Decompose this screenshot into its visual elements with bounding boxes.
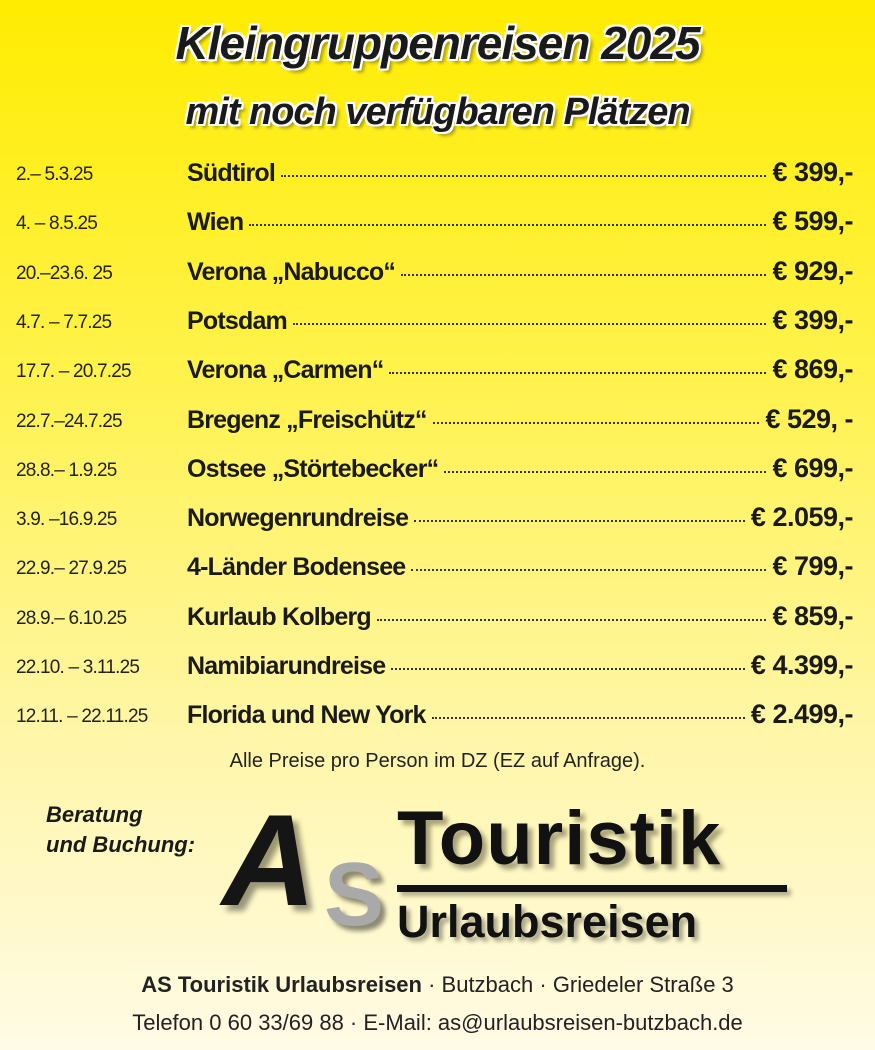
trip-price: € 859,-: [772, 600, 853, 631]
trip-price: € 699,-: [772, 452, 853, 483]
trip-line: Namibiarundreise € 4.399,-: [187, 650, 854, 681]
logo-divider: [397, 885, 787, 892]
dot-leader: [401, 273, 767, 276]
trip-date: 28.9.– 6.10.25: [16, 607, 127, 629]
trip-line: Bregenz „Freischütz“ € 529, -: [187, 404, 853, 435]
trip-price: € 4.399,-: [750, 650, 854, 680]
trip-price: € 2.499,-: [750, 699, 854, 730]
dot-leader: [411, 569, 767, 572]
logo-urlaubsreisen: Urlaubsreisen: [397, 896, 698, 947]
trip-price: € 869,-: [772, 354, 853, 385]
trip-date: 22.10. – 3.11.25: [16, 657, 140, 678]
trip-name: Südtirol: [187, 159, 276, 187]
trip-line: Ostsee „Störtebecker“ € 699,-: [187, 453, 853, 484]
dot-leader: [249, 224, 767, 227]
trip-line: Verona „Nabucco“ € 929,-: [187, 256, 853, 287]
contact-line-2: und Buchung:: [46, 832, 196, 857]
trip-price: € 529, -: [765, 403, 853, 434]
dot-leader: [391, 668, 745, 670]
trip-date: 4. – 8.5.25: [16, 213, 98, 235]
trip-row: 28.9.– 6.10.25 Kurlaub Kolberg € 859,-: [0, 596, 875, 636]
trip-line: Potsdam € 399,-: [187, 305, 853, 336]
trip-name: Florida und New York: [187, 701, 426, 730]
trip-date: 4.7. – 7.7.25: [16, 311, 112, 333]
dot-leader: [414, 520, 745, 523]
trip-row: 22.9.– 27.9.25 4-Länder Bodensee € 799,-: [0, 546, 875, 586]
trip-name: Wien: [187, 208, 244, 237]
trip-row: 28.8.– 1.9.25 Ostsee „Störtebecker“ € 69…: [0, 448, 875, 488]
trip-name: 4-Länder Bodensee: [187, 553, 406, 582]
trip-date: 28.8.– 1.9.25: [16, 459, 117, 481]
trip-date: 20.–23.6. 25: [16, 262, 113, 284]
as-touristik-logo: A S Touristik Urlaubsreisen: [222, 795, 852, 945]
trip-line: Wien € 599,-: [187, 206, 853, 237]
trip-date: 22.9.– 27.9.25: [16, 558, 127, 580]
trip-name: Norwegenrundreise: [187, 504, 409, 533]
page-title: Kleingruppenreisen 2025: [175, 17, 700, 69]
price-note: Alle Preise pro Person im DZ (EZ auf Anf…: [229, 750, 646, 772]
dot-leader: [281, 175, 767, 177]
trip-price: € 799,-: [772, 551, 853, 582]
trip-date: 2.– 5.3.25: [16, 164, 93, 185]
trip-price: € 929,-: [772, 255, 853, 286]
trip-date: 12.11. – 22.11.25: [16, 706, 148, 728]
trip-name: Verona „Carmen“: [187, 356, 384, 385]
trip-row: 20.–23.6. 25 Verona „Nabucco“ € 929,-: [0, 251, 875, 291]
trip-row: 2.– 5.3.25 Südtirol € 399,-: [0, 152, 875, 192]
logo-touristik: Touristik: [397, 796, 722, 881]
trip-row: 22.10. – 3.11.25 Namibiarundreise € 4.39…: [0, 645, 875, 685]
dot-leader: [292, 322, 767, 325]
trip-date: 22.7.–24.7.25: [16, 410, 123, 432]
trip-price: € 399,-: [772, 157, 853, 187]
trip-price: € 2.059,-: [750, 502, 854, 533]
trip-line: Florida und New York € 2.499,-: [187, 699, 854, 730]
trip-row: 17.7. – 20.7.25 Verona „Carmen“ € 869,-: [0, 349, 875, 389]
trip-name: Bregenz „Freischütz“: [187, 405, 427, 434]
dot-leader: [444, 470, 767, 473]
dot-leader: [431, 717, 745, 720]
trip-name: Potsdam: [187, 306, 288, 335]
trip-row: 4. – 8.5.25 Wien € 599,-: [0, 201, 875, 241]
trip-date: 3.9. –16.9.25: [16, 509, 117, 531]
logo-letter-a: A: [222, 787, 316, 933]
phone-email-line[interactable]: Telefon 0 60 33/69 88 · E-Mail: as@urlau…: [132, 1010, 743, 1035]
contact-line-1: Beratung: [46, 802, 143, 827]
trip-price: € 599,-: [772, 206, 853, 237]
company-name: AS Touristik Urlaubsreisen: [141, 972, 422, 997]
trip-line: 4-Länder Bodensee € 799,-: [187, 551, 853, 582]
trip-line: Norwegenrundreise € 2.059,-: [187, 502, 854, 533]
trip-name: Verona „Nabucco“: [187, 257, 396, 286]
dot-leader: [389, 372, 767, 375]
trip-line: Südtirol € 399,-: [187, 157, 853, 188]
trip-name: Namibiarundreise: [187, 652, 386, 680]
trip-date: 17.7. – 20.7.25: [16, 361, 132, 383]
trip-row: 4.7. – 7.7.25 Potsdam € 399,-: [0, 300, 875, 340]
trip-line: Verona „Carmen“ € 869,-: [187, 354, 853, 385]
dot-leader: [376, 618, 767, 621]
trip-line: Kurlaub Kolberg € 859,-: [187, 601, 853, 632]
trip-price: € 399,-: [772, 304, 853, 335]
trip-name: Kurlaub Kolberg: [187, 602, 372, 631]
dot-leader: [432, 421, 760, 424]
logo-letter-s: S: [324, 845, 385, 945]
trip-name: Ostsee „Störtebecker“: [187, 454, 439, 483]
contact-label: Beratung und Buchung:: [46, 800, 195, 860]
trip-row: 3.9. –16.9.25 Norwegenrundreise € 2.059,…: [0, 497, 875, 537]
trip-row: 12.11. – 22.11.25 Florida und New York €…: [0, 694, 875, 734]
street-address: · Butzbach · Griedeler Straße 3: [421, 972, 734, 997]
trip-row: 22.7.–24.7.25 Bregenz „Freischütz“ € 529…: [0, 399, 875, 439]
address-line: AS Touristik Urlaubsreisen · Butzbach · …: [0, 972, 875, 997]
page-subtitle: mit noch verfügbaren Plätzen: [185, 91, 690, 133]
